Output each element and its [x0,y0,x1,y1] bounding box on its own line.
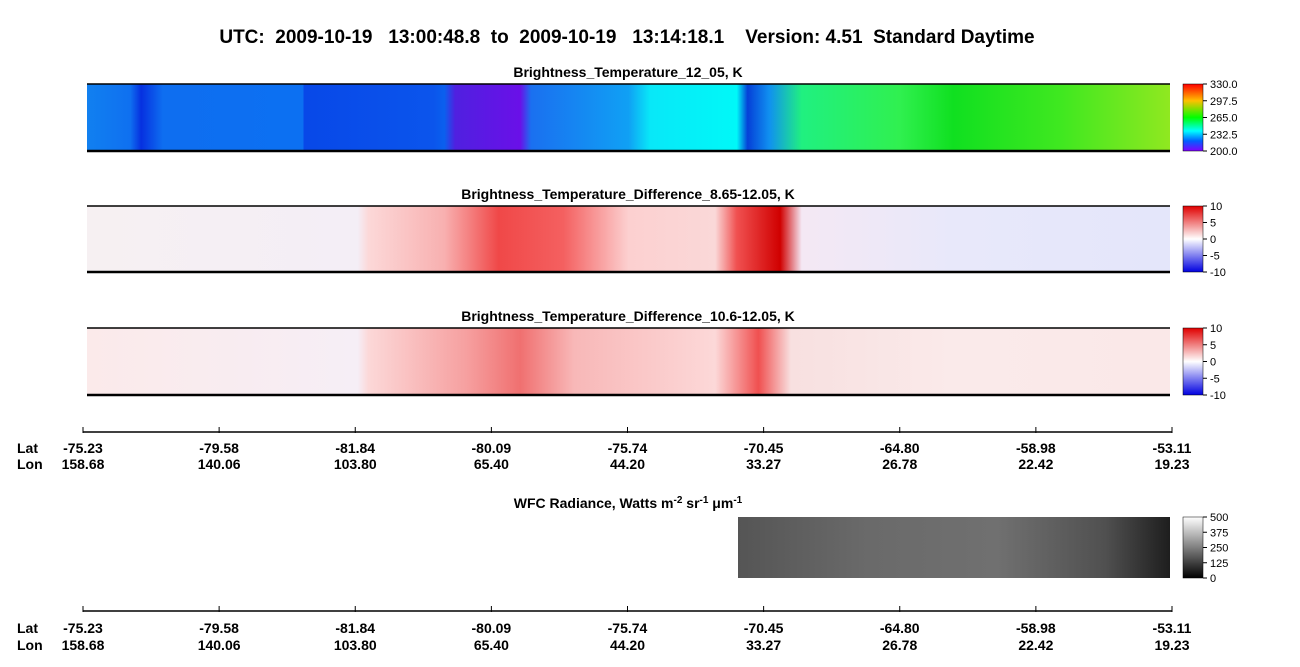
lat-label: -81.84 [335,440,375,456]
heatmap [87,206,1170,272]
lat-label: -58.98 [1016,440,1056,456]
lon-label: 19.23 [1154,456,1189,472]
lat-label: -53.11 [1153,440,1192,456]
heatmap [87,328,1170,395]
axis-row-label: Lon [17,456,43,472]
colorbar-label: 125 [1210,558,1228,570]
lat-label: -81.84 [335,620,375,636]
axis-row-label: Lon [17,637,43,653]
colorbar-label: 375 [1210,527,1228,539]
lat-label: -75.23 [63,440,103,456]
colorbar [1182,516,1204,579]
lat-label: -64.80 [880,440,920,456]
lon-label: 140.06 [198,637,241,653]
colorbar-label: -10 [1210,390,1226,402]
lon-label: 22.42 [1018,456,1053,472]
colorbar [1182,327,1204,396]
colorbar-label: 0 [1210,357,1216,369]
colorbar-label: 250 [1210,543,1228,555]
lat-label: -75.23 [63,620,103,636]
colorbar-label: 5 [1210,218,1216,230]
title-sup: -1 [700,495,709,506]
lat-label: -80.09 [472,620,512,636]
lat-label: -79.58 [199,620,239,636]
colorbar-label: -10 [1210,267,1226,279]
title-part: sr [682,495,700,511]
colorbar-label: 0 [1210,234,1216,246]
page-title: UTC: 2009-10-19 13:00:48.8 to 2009-10-19… [219,27,1034,48]
colorbar-label: 297.5 [1210,96,1238,108]
title-part: WFC Radiance, Watts m [514,495,674,511]
lat-label: -79.58 [199,440,239,456]
colorbar-label: 5 [1210,340,1216,352]
colorbar-label: 10 [1210,201,1222,213]
colorbar-label: 500 [1210,512,1228,524]
panel-title: Brightness_Temperature_Difference_8.65-1… [461,186,795,202]
colorbar-label: -5 [1210,373,1220,385]
panel-title: Brightness_Temperature_12_05, K [513,64,742,80]
lat-label: -70.45 [744,440,784,456]
lat-label: -75.74 [608,620,648,636]
lon-label: 26.78 [882,456,917,472]
lon-label: 44.20 [610,637,645,653]
lat-label: -70.45 [744,620,784,636]
lat-label: -53.11 [1153,620,1192,636]
colorbar-label: 232.5 [1210,129,1238,141]
axis-row-label: Lat [17,440,38,456]
lat-label: -75.74 [608,440,648,456]
lon-label: 158.68 [62,456,105,472]
colorbar [1182,205,1204,273]
lat-label: -64.80 [880,620,920,636]
lon-label: 140.06 [198,456,241,472]
lon-label: 44.20 [610,456,645,472]
title-part: μm [708,495,733,511]
colorbar-label: 330.0 [1210,79,1238,91]
lon-label: 65.40 [474,456,509,472]
lon-label: 103.80 [334,637,377,653]
heatmap [87,84,1170,151]
colorbar-label: 0 [1210,573,1216,585]
axis-row-label: Lat [17,620,38,636]
lon-label: 103.80 [334,456,377,472]
lon-label: 19.23 [1154,637,1189,653]
colorbar [1182,83,1204,152]
panel-title: Brightness_Temperature_Difference_10.6-1… [461,308,795,324]
wfc-title: WFC Radiance, Watts m-2 sr-1 μm-1 [514,495,743,511]
lat-label: -80.09 [472,440,512,456]
lon-label: 33.27 [746,456,781,472]
colorbar-label: -5 [1210,251,1220,263]
colorbar-label: 265.0 [1210,113,1238,125]
title-sup: -1 [733,495,742,506]
lon-label: 22.42 [1018,637,1053,653]
lat-label: -58.98 [1016,620,1056,636]
lon-label: 65.40 [474,637,509,653]
title-sup: -2 [673,495,682,506]
lon-label: 158.68 [62,637,105,653]
wfc-image [738,517,1170,578]
colorbar-label: 200.0 [1210,146,1238,158]
lon-label: 33.27 [746,637,781,653]
colorbar-label: 10 [1210,323,1222,335]
lon-label: 26.78 [882,637,917,653]
panel-borders [87,83,1170,397]
